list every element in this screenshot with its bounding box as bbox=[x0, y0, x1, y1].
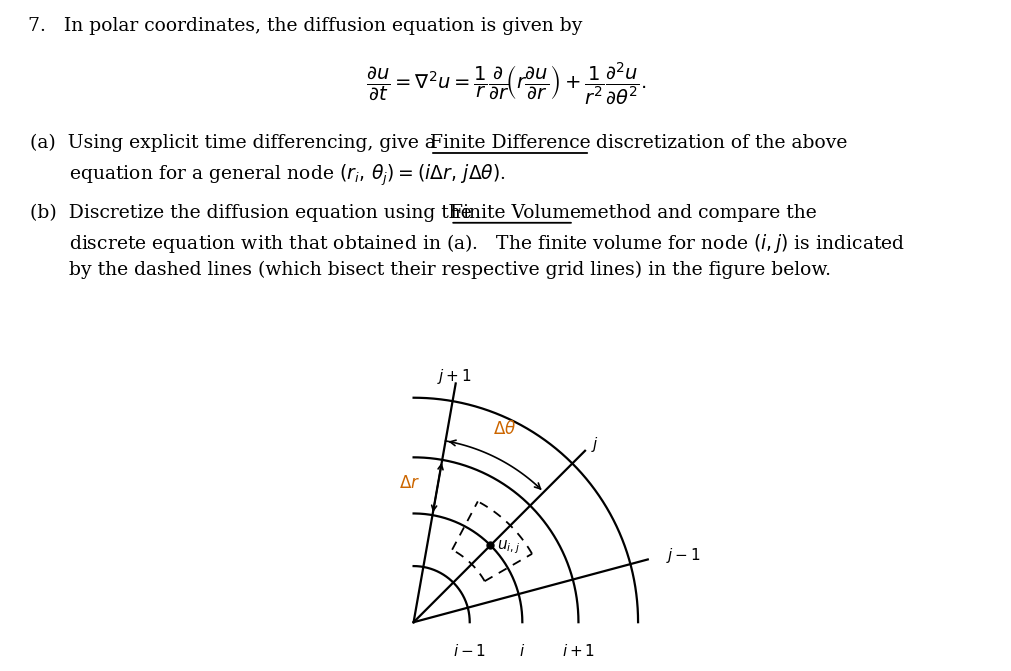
Text: Finite Volume: Finite Volume bbox=[450, 204, 580, 222]
Text: (b)  Discretize the diffusion equation using the: (b) Discretize the diffusion equation us… bbox=[30, 204, 477, 222]
Text: $j+1$: $j+1$ bbox=[437, 367, 472, 386]
Text: equation for a general node $(r_i,\, \theta_j) = (i\Delta r,\, j\Delta\theta)$.: equation for a general node $(r_i,\, \th… bbox=[69, 162, 506, 188]
Text: $j-1$: $j-1$ bbox=[666, 546, 701, 565]
Text: by the dashed lines (which bisect their respective grid lines) in the figure bel: by the dashed lines (which bisect their … bbox=[69, 260, 830, 278]
Text: $\dfrac{\partial u}{\partial t} = \nabla^2 u = \dfrac{1}{r}\dfrac{\partial}{\par: $\dfrac{\partial u}{\partial t} = \nabla… bbox=[365, 60, 646, 106]
Text: 7.   In polar coordinates, the diffusion equation is given by: 7. In polar coordinates, the diffusion e… bbox=[28, 17, 582, 35]
Text: $\Delta\theta$: $\Delta\theta$ bbox=[492, 420, 516, 438]
Text: $\Delta r$: $\Delta r$ bbox=[398, 476, 420, 493]
Text: $i-1$: $i-1$ bbox=[453, 643, 486, 659]
Text: $i$: $i$ bbox=[519, 643, 525, 659]
Text: $u_{i,j}$: $u_{i,j}$ bbox=[497, 539, 520, 556]
Text: $j$: $j$ bbox=[590, 435, 599, 454]
Text: $i+1$: $i+1$ bbox=[561, 643, 594, 659]
Text: (a)  Using explicit time differencing, give a: (a) Using explicit time differencing, gi… bbox=[30, 134, 442, 152]
Text: Finite Difference: Finite Difference bbox=[430, 134, 590, 152]
Text: method and compare the: method and compare the bbox=[573, 204, 816, 222]
Text: discrete equation with that obtained in (a).   The finite volume for node $(i,j): discrete equation with that obtained in … bbox=[69, 232, 904, 255]
Text: discretization of the above: discretization of the above bbox=[589, 134, 846, 152]
